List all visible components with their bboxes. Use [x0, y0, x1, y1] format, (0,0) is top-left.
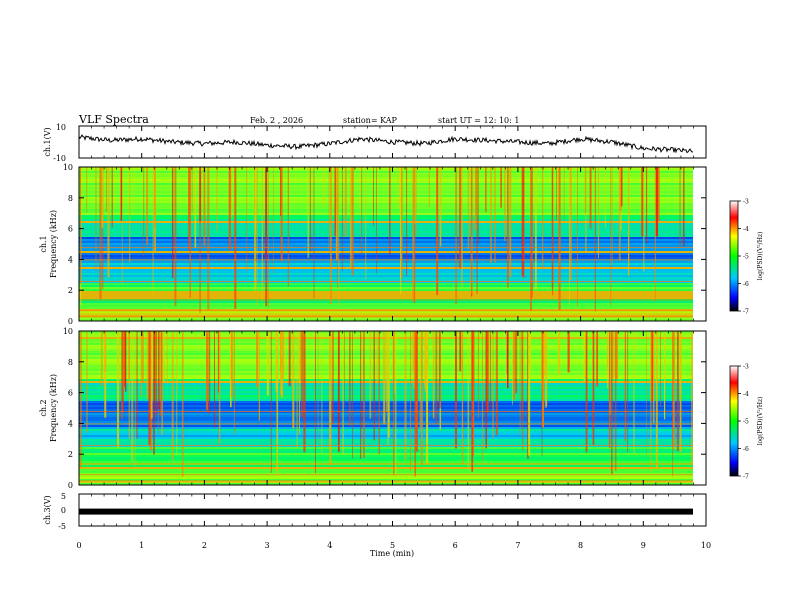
time-tick-label: 4	[327, 541, 332, 550]
freq-tick-label: 8	[68, 358, 73, 367]
colorbar-tick-label: -4	[743, 391, 749, 398]
time-tick-label: 10	[701, 541, 711, 550]
time-tick-label: 9	[641, 541, 646, 550]
start-time-label: start UT = 12: 10: 1	[438, 116, 519, 125]
freq-tick-label: 6	[68, 225, 73, 234]
ch2-spectrogram-yticks: 0 2 4 6 8 10	[63, 327, 706, 490]
ch1-colorbar: -3 -4 -5 -6 -7 log(PSD)(V²/Hz)	[729, 199, 764, 316]
colorbar-tick-label: -7	[743, 474, 749, 481]
ch1-spectrogram	[79, 167, 693, 321]
time-tick-label: 7	[515, 541, 520, 550]
freq-tick-label: 10	[63, 163, 73, 172]
figure-title: VLF Spectra	[78, 113, 149, 126]
time-tick-label: 3	[265, 541, 270, 550]
ch2-spec-ylabel: Frequency (kHz)	[49, 374, 58, 442]
colorbar-tick-label: -6	[743, 281, 749, 288]
ch1-spec-ylabel: Frequency (kHz)	[49, 210, 58, 278]
ch1-spec-channel-label: ch.1	[39, 235, 48, 252]
freq-tick-label: 4	[68, 419, 73, 428]
ch3-ytick-top: 5	[61, 492, 66, 501]
ch2-colorbar: -3 -4 -5 -6 -7 log(PSD)(V²/Hz)	[729, 364, 764, 481]
colorbar-tick-label: -3	[743, 199, 749, 206]
time-axis-ticks: 0 1 2 3 4 5 6 7 8 9 10	[76, 126, 711, 550]
time-tick-label: 1	[139, 541, 144, 550]
freq-tick-label: 2	[68, 450, 73, 459]
ch3-ytick-mid: 0	[61, 506, 66, 515]
colorbar-tick-label: -7	[743, 309, 749, 316]
time-tick-label: 8	[578, 541, 583, 550]
time-tick-label: 5	[390, 541, 395, 550]
freq-tick-label: 0	[68, 317, 73, 326]
colorbar-tick-label: -6	[743, 446, 749, 453]
ch1-ytick-bottom: -10	[53, 154, 66, 163]
ch3-ytick-bottom: -5	[58, 522, 66, 531]
colorbar-tick-label: -5	[743, 419, 749, 426]
time-axis-label: Time (min)	[370, 549, 414, 558]
time-tick-label: 2	[202, 541, 207, 550]
freq-tick-label: 4	[68, 255, 73, 264]
ch1-ytick-top: 10	[56, 123, 66, 132]
station-label: station= KAP	[343, 116, 398, 125]
ch1-ylabel: ch.1(V)	[43, 127, 52, 156]
freq-tick-label: 2	[68, 286, 73, 295]
freq-tick-label: 8	[68, 194, 73, 203]
time-tick-label: 0	[76, 541, 81, 550]
freq-tick-label: 6	[68, 389, 73, 398]
ch1-spectrogram-yticks: 0 2 4 6 8 10	[63, 163, 706, 326]
freq-tick-label: 10	[63, 327, 73, 336]
colorbar-tick-label: -4	[743, 226, 749, 233]
colorbar-label: log(PSD)(V²/Hz)	[757, 397, 764, 446]
ch1-waveform-line	[78, 134, 694, 154]
colorbar-label: log(PSD)(V²/Hz)	[757, 232, 764, 281]
ch3-waveform-line	[79, 508, 693, 515]
freq-tick-label: 0	[68, 481, 73, 490]
ch2-spec-channel-label: ch.2	[39, 399, 48, 416]
colorbar-tick-label: -5	[743, 254, 749, 261]
date-label: Feb. 2 , 2026	[250, 116, 303, 125]
time-tick-label: 6	[453, 541, 458, 550]
colorbar-tick-label: -3	[743, 364, 749, 371]
ch3-ylabel: ch.3(V)	[43, 495, 52, 524]
ch2-spectrogram	[79, 331, 693, 485]
